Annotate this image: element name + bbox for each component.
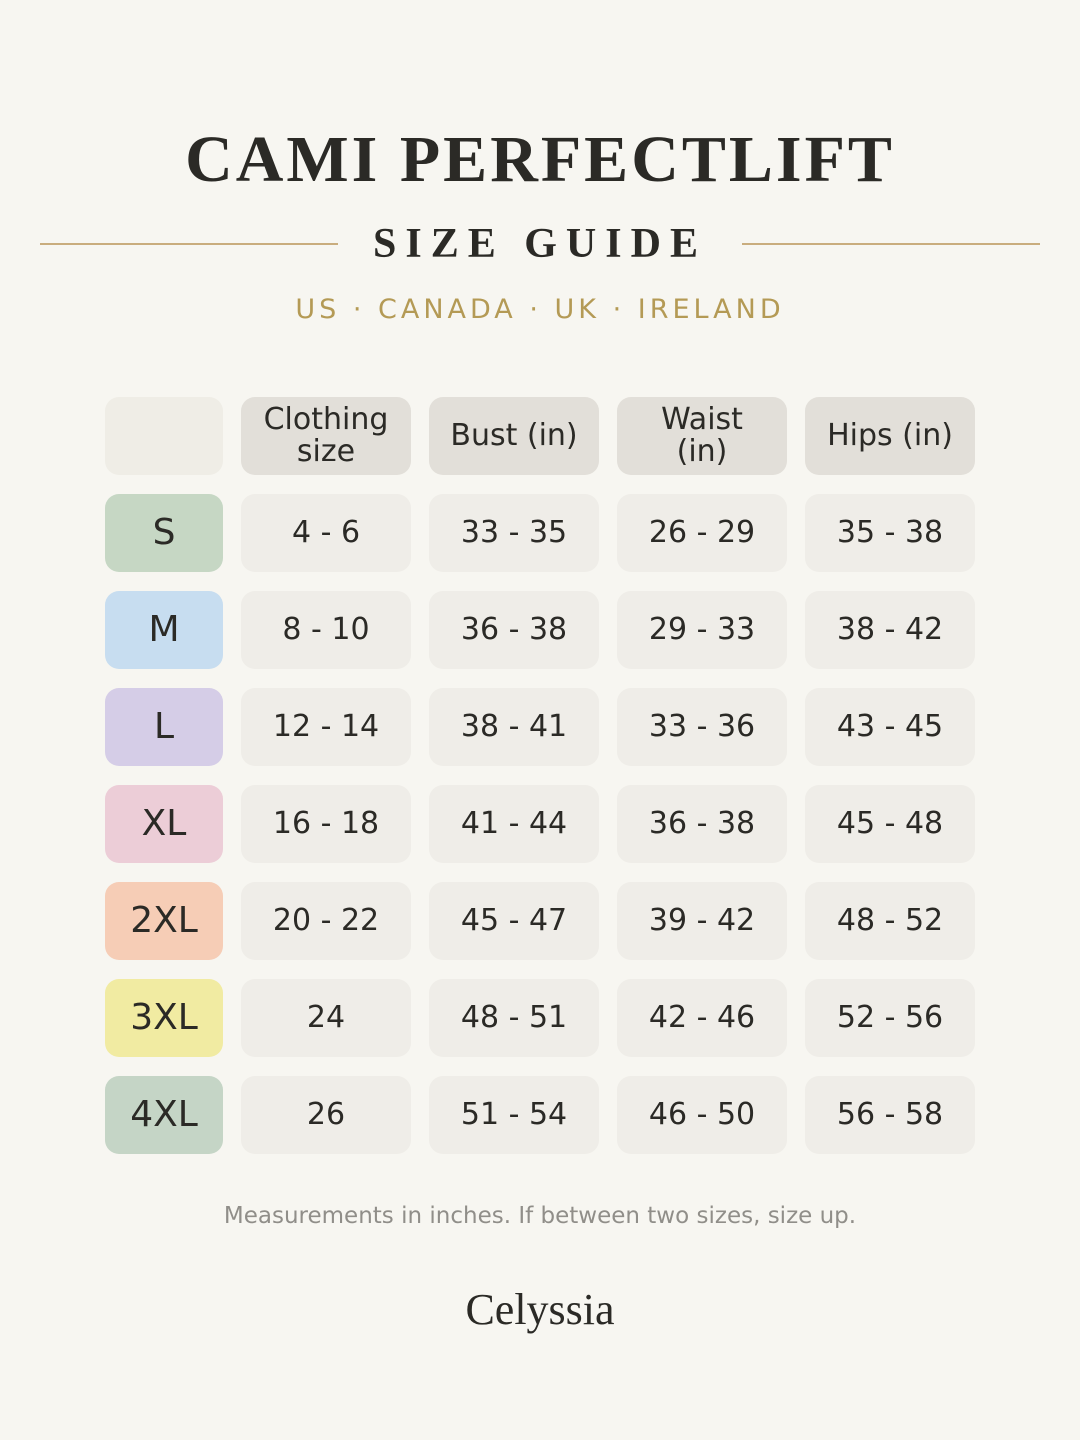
size-badge: XL (105, 785, 223, 863)
table-cell: 4 - 6 (241, 494, 411, 572)
size-badge: 4XL (105, 1076, 223, 1154)
table-cell: 56 - 58 (805, 1076, 975, 1154)
table-cell: 26 (241, 1076, 411, 1154)
column-header: Clothing size (241, 397, 411, 475)
size-badge: 3XL (105, 979, 223, 1057)
table-cell: 46 - 50 (617, 1076, 787, 1154)
table-cell: 20 - 22 (241, 882, 411, 960)
size-badge: M (105, 591, 223, 669)
table-cell: 41 - 44 (429, 785, 599, 863)
table-cell: 52 - 56 (805, 979, 975, 1057)
size-badge: 2XL (105, 882, 223, 960)
column-header: Hips (in) (805, 397, 975, 475)
table-cell: 36 - 38 (617, 785, 787, 863)
table-cell: 33 - 35 (429, 494, 599, 572)
column-header: Waist (in) (617, 397, 787, 475)
table-cell: 36 - 38 (429, 591, 599, 669)
size-badge: S (105, 494, 223, 572)
divider (40, 243, 338, 245)
regions: US · CANADA · UK · IRELAND (295, 294, 785, 325)
size-badge: L (105, 688, 223, 766)
table-cell: 16 - 18 (241, 785, 411, 863)
column-header: Bust (in) (429, 397, 599, 475)
table-cell: 35 - 38 (805, 494, 975, 572)
table-cell: 45 - 47 (429, 882, 599, 960)
table-cell: 26 - 29 (617, 494, 787, 572)
table-cell: 43 - 45 (805, 688, 975, 766)
table-cell: 39 - 42 (617, 882, 787, 960)
table-cell: 51 - 54 (429, 1076, 599, 1154)
table-cell: 48 - 52 (805, 882, 975, 960)
table-cell: 45 - 48 (805, 785, 975, 863)
note: Measurements in inches. If between two s… (223, 1203, 857, 1229)
title: CAMI PERFECTLIFT (185, 123, 895, 196)
table-cell: 29 - 33 (617, 591, 787, 669)
table-cell: 12 - 14 (241, 688, 411, 766)
table-cell: 24 (241, 979, 411, 1057)
table-cell: 48 - 51 (429, 979, 599, 1057)
brand: Celyssia (465, 1285, 615, 1334)
header-blank (105, 397, 223, 475)
divider (742, 243, 1040, 245)
table-cell: 33 - 36 (617, 688, 787, 766)
table-cell: 38 - 42 (805, 591, 975, 669)
table-cell: 38 - 41 (429, 688, 599, 766)
subtitle: SIZE GUIDE (373, 221, 707, 267)
table-cell: 42 - 46 (617, 979, 787, 1057)
table-cell: 8 - 10 (241, 591, 411, 669)
